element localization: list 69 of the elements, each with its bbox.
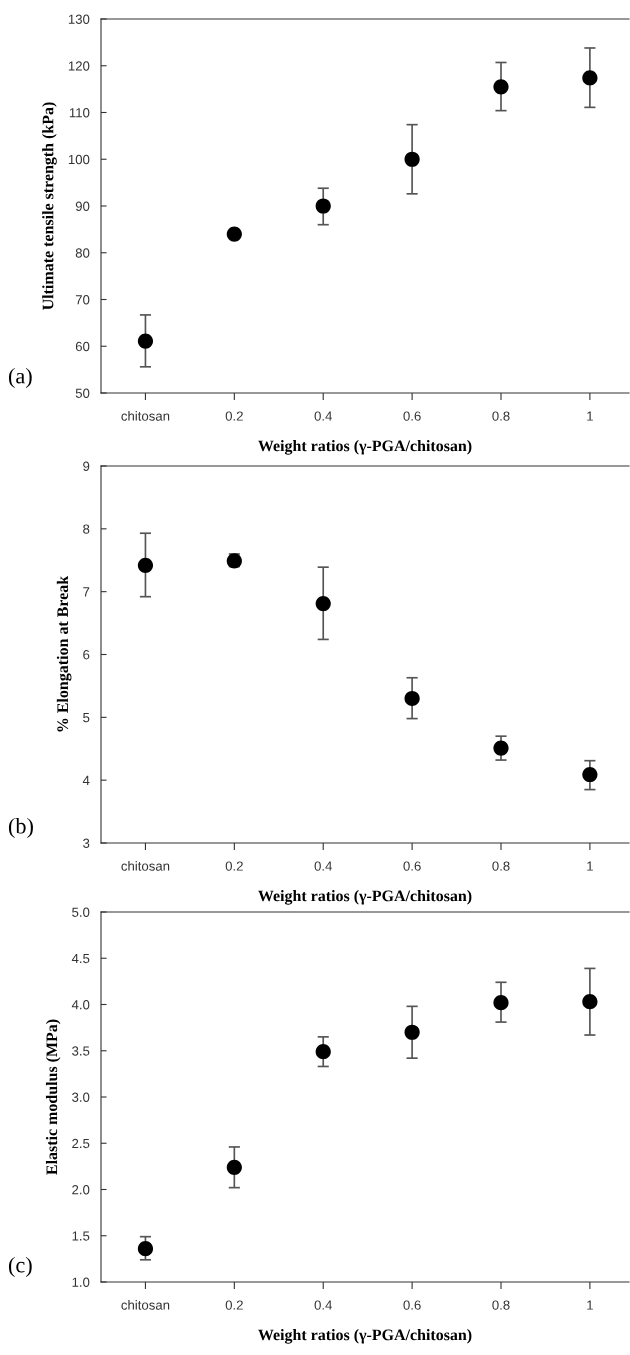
y-tick-label: 4: [82, 775, 90, 785]
x-tick-label: 0.2: [225, 861, 243, 871]
x-tick-label: chitosan: [121, 1300, 170, 1310]
y-tick-label: 1.0: [72, 1277, 90, 1287]
point: [404, 1024, 420, 1040]
text: (b): [8, 817, 33, 839]
y-tick-label: 5.0: [72, 907, 90, 917]
y-tick-label: 6: [83, 650, 90, 660]
point: [137, 1241, 154, 1257]
point: [137, 333, 154, 349]
x-tick-label: 0.4: [314, 861, 333, 871]
point: [315, 1044, 331, 1060]
x-tick-label: 0.8: [492, 411, 510, 421]
x-axis-title: Weight ratios (γ-PGA/chitosan): [258, 890, 472, 905]
y-axis-title: Ultimate tensile strength (kPa): [42, 102, 57, 310]
y-tick-label: 2.5: [72, 1138, 90, 1149]
y-tick-label: 100: [68, 154, 90, 165]
text: (a): [8, 367, 32, 389]
x-tick-label: 0.8: [492, 1300, 510, 1310]
y-tick-label: 50: [75, 388, 90, 398]
x-tick-label: 0.6: [403, 861, 421, 871]
x-tick-label: 0.8: [492, 861, 510, 871]
point: [226, 226, 242, 242]
point: [404, 151, 420, 167]
y-tick-label: 80: [75, 248, 90, 258]
x-tick-label: 0.6: [403, 1300, 421, 1310]
y-tick-label: 70: [75, 295, 90, 305]
y-tick-label: 5: [83, 713, 90, 723]
y-tick-label: 3.0: [72, 1092, 90, 1102]
y-tick-label: 8: [83, 524, 90, 534]
point: [226, 1159, 242, 1175]
x-tick-label: 0.2: [225, 411, 243, 421]
point: [582, 766, 598, 783]
y-tick-label: 110: [69, 108, 90, 118]
point: [582, 70, 598, 86]
x-tick-label: 0.4: [314, 1300, 333, 1310]
x-tick-label: 0.2: [225, 1300, 243, 1310]
x-axis-title: Weight ratios (γ-PGA/chitosan): [258, 1329, 472, 1344]
text: (c): [8, 1256, 32, 1278]
y-tick-label: 1.5: [72, 1231, 90, 1241]
y-tick-label: 120: [68, 61, 90, 71]
x-tick-label: 0.4: [314, 411, 333, 421]
point: [582, 994, 598, 1010]
point: [493, 740, 509, 756]
y-tick-label: 2.0: [72, 1185, 90, 1195]
y-tick-label: 90: [75, 201, 90, 211]
y-tick-label: 7: [83, 587, 90, 597]
point: [315, 198, 331, 214]
y-axis-title: Elastic modulus (MPa): [45, 1019, 61, 1175]
x-tick-label: 1: [587, 861, 593, 871]
point: [315, 596, 331, 612]
x-tick-label: 0.6: [403, 411, 421, 421]
x-tick-label: chitosan: [121, 861, 170, 871]
x-tick-label: chitosan: [121, 411, 170, 421]
point: [137, 557, 154, 573]
x-tick-label: 1: [587, 1300, 593, 1310]
point: [493, 79, 509, 95]
y-tick-label: 4.5: [71, 953, 90, 964]
y-tick-label: 60: [75, 341, 90, 352]
y-tick-label: 130: [68, 14, 90, 24]
y-tick-label: 9: [83, 461, 90, 471]
x-axis-title: Weight ratios (γ-PGA/chitosan): [258, 440, 472, 455]
y-tick-label: 4.0: [71, 1000, 90, 1010]
x-tick-label: 1: [587, 411, 593, 421]
y-tick-label: 3.5: [72, 1046, 90, 1056]
y-axis-title: % Elongation at Break: [56, 575, 72, 732]
point: [493, 995, 509, 1011]
y-tick-label: 3: [83, 838, 90, 848]
point: [404, 690, 420, 707]
